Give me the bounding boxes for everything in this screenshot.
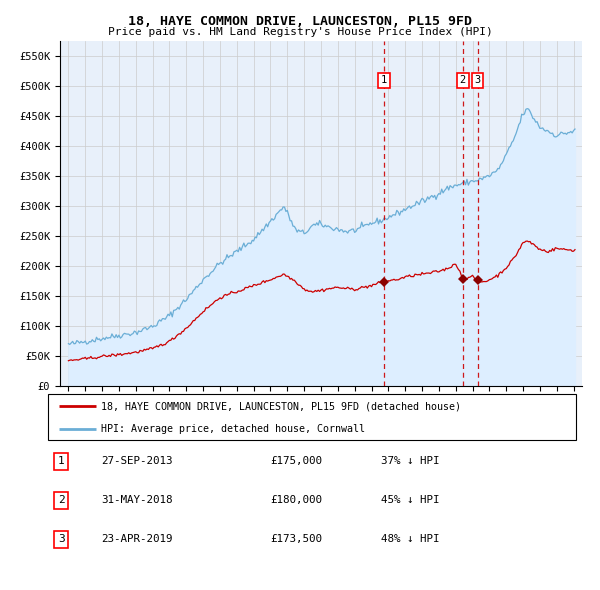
Text: 1: 1 [381,76,387,86]
Text: 18, HAYE COMMON DRIVE, LAUNCESTON, PL15 9FD (detached house): 18, HAYE COMMON DRIVE, LAUNCESTON, PL15 … [101,401,461,411]
FancyBboxPatch shape [48,394,576,440]
Text: 27-SEP-2013: 27-SEP-2013 [101,457,172,466]
Text: £180,000: £180,000 [270,496,322,505]
Text: 23-APR-2019: 23-APR-2019 [101,535,172,544]
Text: 37% ↓ HPI: 37% ↓ HPI [380,457,439,466]
Text: 2: 2 [58,496,65,505]
Text: £173,500: £173,500 [270,535,322,544]
Text: 31-MAY-2018: 31-MAY-2018 [101,496,172,505]
Text: Price paid vs. HM Land Registry's House Price Index (HPI): Price paid vs. HM Land Registry's House … [107,27,493,37]
Text: 48% ↓ HPI: 48% ↓ HPI [380,535,439,544]
Text: HPI: Average price, detached house, Cornwall: HPI: Average price, detached house, Corn… [101,424,365,434]
Text: 1: 1 [58,457,65,466]
Text: 45% ↓ HPI: 45% ↓ HPI [380,496,439,505]
Text: 3: 3 [475,76,481,86]
Text: 3: 3 [58,535,65,544]
Text: 18, HAYE COMMON DRIVE, LAUNCESTON, PL15 9FD: 18, HAYE COMMON DRIVE, LAUNCESTON, PL15 … [128,15,472,28]
Text: £175,000: £175,000 [270,457,322,466]
Text: 2: 2 [460,76,466,86]
